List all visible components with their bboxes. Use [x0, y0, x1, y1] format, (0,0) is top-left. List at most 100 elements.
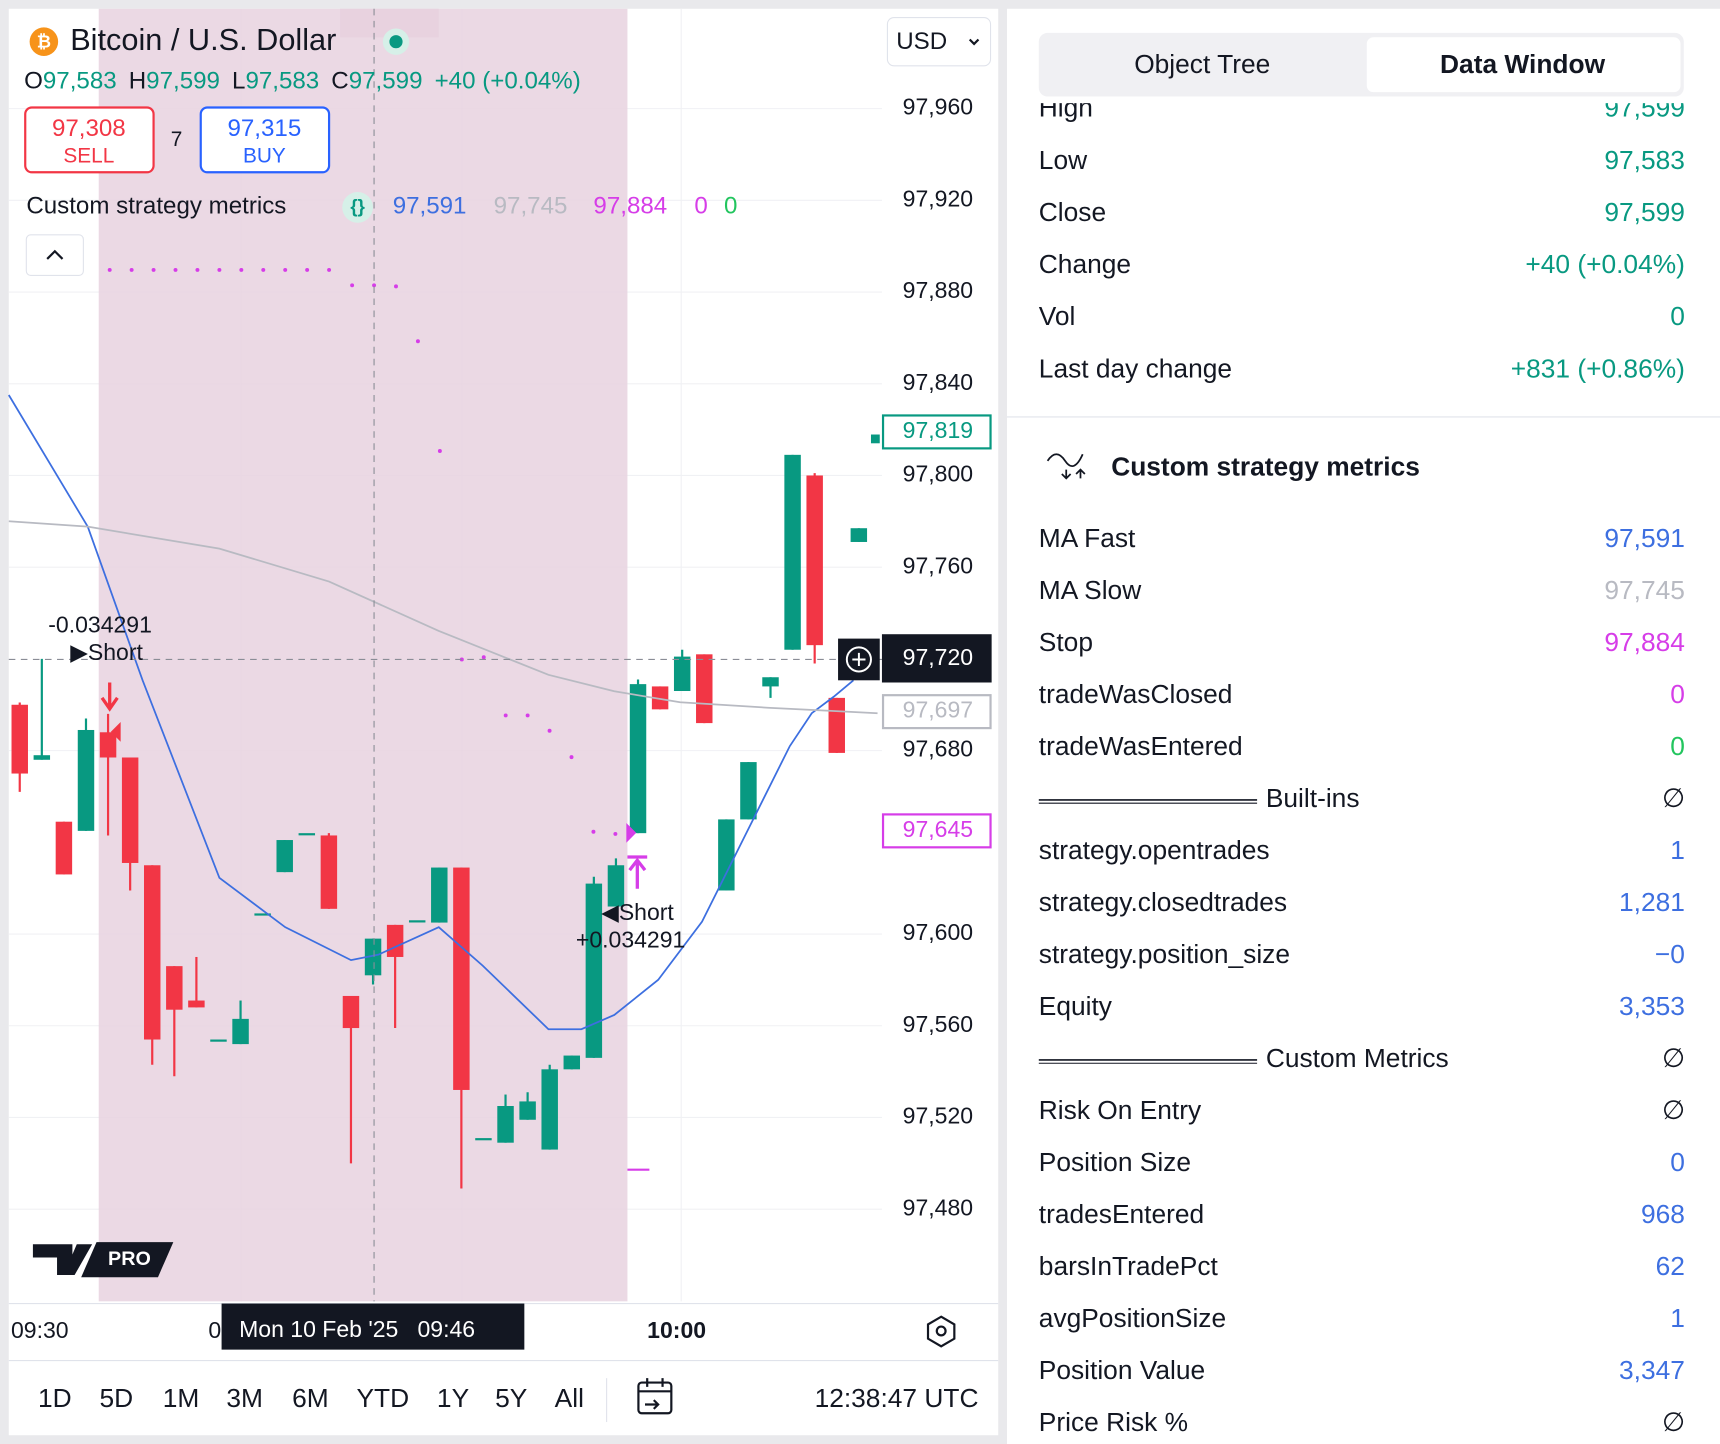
- date-range-icon[interactable]: [637, 1381, 673, 1415]
- collapse-button[interactable]: [25, 234, 84, 276]
- row-value: 1: [1670, 1303, 1685, 1333]
- candle-body: [475, 1138, 492, 1141]
- last-mark: [870, 434, 880, 444]
- row-value: ∅: [1662, 1043, 1685, 1073]
- logo: [32, 1244, 93, 1276]
- row-value: +40 (+0.04%): [1525, 249, 1685, 279]
- row-value: ∅: [1662, 1407, 1685, 1437]
- candle-body: [431, 867, 448, 923]
- indicator-name[interactable]: Custom strategy metrics: [26, 193, 286, 220]
- currency-button[interactable]: [886, 17, 992, 67]
- buy-price[interactable]: 97,315: [227, 115, 301, 142]
- range-button[interactable]: All: [555, 1383, 584, 1413]
- range-button[interactable]: 1M: [163, 1383, 200, 1413]
- ohlc-letter: H: [129, 68, 146, 95]
- logo-pro: [81, 1242, 174, 1278]
- source-glyph: {}: [350, 195, 365, 216]
- short-arrow: [100, 682, 119, 712]
- price-tick: 97,840: [903, 369, 973, 395]
- candle-body: [828, 697, 845, 753]
- crosshair-price-box: [881, 634, 992, 683]
- candle-body: [629, 684, 647, 834]
- candle-body: [166, 966, 183, 1010]
- row-value: 0: [1670, 679, 1685, 709]
- candle-body: [784, 454, 801, 650]
- row-label: Stop: [1039, 627, 1093, 657]
- row-label: Low: [1039, 145, 1088, 175]
- trade-label: +0.034291: [576, 927, 685, 953]
- ohlc-value: 97,599: [146, 68, 220, 95]
- candle-body: [320, 835, 338, 909]
- section-title: Custom strategy metrics: [1111, 451, 1420, 481]
- range-button[interactable]: 1D: [38, 1383, 72, 1413]
- range-button[interactable]: 5D: [99, 1383, 133, 1413]
- settings-dot: [935, 1325, 947, 1337]
- ohlc-change: +40 (+0.04%): [435, 68, 581, 95]
- symbol: Bitcoin / U.S. Dollar: [70, 22, 336, 57]
- candle-body: [232, 1018, 249, 1045]
- range-button[interactable]: 5Y: [495, 1383, 527, 1413]
- range-button[interactable]: 3M: [226, 1383, 263, 1413]
- row-label: Last day change: [1039, 353, 1232, 383]
- price-tick: 97,480: [903, 1194, 973, 1220]
- spread: 7: [171, 128, 183, 151]
- ohlc: O97,583 H97,599 L97,583 C97,599 +40 (+0.04%): [24, 68, 581, 95]
- plot: [11, 454, 868, 1189]
- tab[interactable]: Data Window: [1440, 49, 1606, 79]
- price-badge: [881, 694, 992, 730]
- candle-body: [453, 867, 470, 1090]
- sell-price[interactable]: 97,308: [52, 115, 126, 142]
- price-tick: 97,600: [903, 919, 973, 945]
- source-icon[interactable]: [342, 192, 373, 223]
- sell-button[interactable]: [24, 106, 155, 174]
- crosshair-time: Mon 10 Feb '25 09:46: [239, 1316, 475, 1342]
- currency[interactable]: USD: [896, 28, 947, 55]
- buy-label[interactable]: BUY: [243, 144, 286, 167]
- settings-icon[interactable]: [926, 1315, 956, 1348]
- row-value: 97,583: [1604, 145, 1685, 175]
- range-button[interactable]: YTD: [356, 1383, 409, 1413]
- add-plus: [852, 652, 866, 667]
- row-value: 0: [1670, 301, 1685, 331]
- price-tick: 97,520: [903, 1103, 973, 1129]
- range-button[interactable]: 6M: [292, 1383, 329, 1413]
- candle-body: [762, 677, 779, 687]
- candle-body: [342, 995, 360, 1029]
- row-label: Price Risk %: [1039, 1407, 1188, 1437]
- buy-button[interactable]: [199, 106, 331, 174]
- short-marker: [110, 721, 121, 742]
- price-tick: 97,960: [903, 94, 973, 120]
- sell-label[interactable]: SELL: [63, 144, 114, 167]
- range-button[interactable]: 1Y: [437, 1383, 469, 1413]
- candle-body: [386, 924, 404, 957]
- row-value: +831 (+0.86%): [1511, 353, 1685, 383]
- splitter[interactable]: [999, 8, 1006, 1444]
- price-tick: 97,560: [903, 1011, 973, 1037]
- row-label: Equity: [1039, 991, 1113, 1021]
- status-dot: [389, 35, 403, 49]
- candle-body: [740, 762, 757, 820]
- row-label: Position Value: [1039, 1355, 1205, 1385]
- row-value: 1: [1670, 835, 1685, 865]
- price-tick: 97,920: [903, 185, 973, 211]
- candle-body: [519, 1101, 536, 1120]
- coin-glyph: ₿: [37, 31, 51, 51]
- stop-dots: [107, 267, 618, 836]
- row-label: MA Slow: [1039, 575, 1142, 605]
- ma-slow-line: [8, 520, 878, 715]
- section-icon: [1046, 453, 1086, 480]
- candle-body: [210, 1039, 227, 1042]
- ohlc-value: 97,583: [43, 68, 117, 95]
- crosshair-time-box: [221, 1303, 525, 1350]
- ohlc-value: 97,599: [349, 68, 423, 95]
- candle-body: [673, 656, 691, 692]
- tab[interactable]: Object Tree: [1134, 49, 1270, 79]
- candle-body: [144, 865, 161, 1040]
- candle-body: [188, 1000, 205, 1008]
- trade-label: -0.034291: [48, 612, 152, 638]
- candle-body: [408, 920, 426, 923]
- row-label: MA Fast: [1039, 523, 1136, 553]
